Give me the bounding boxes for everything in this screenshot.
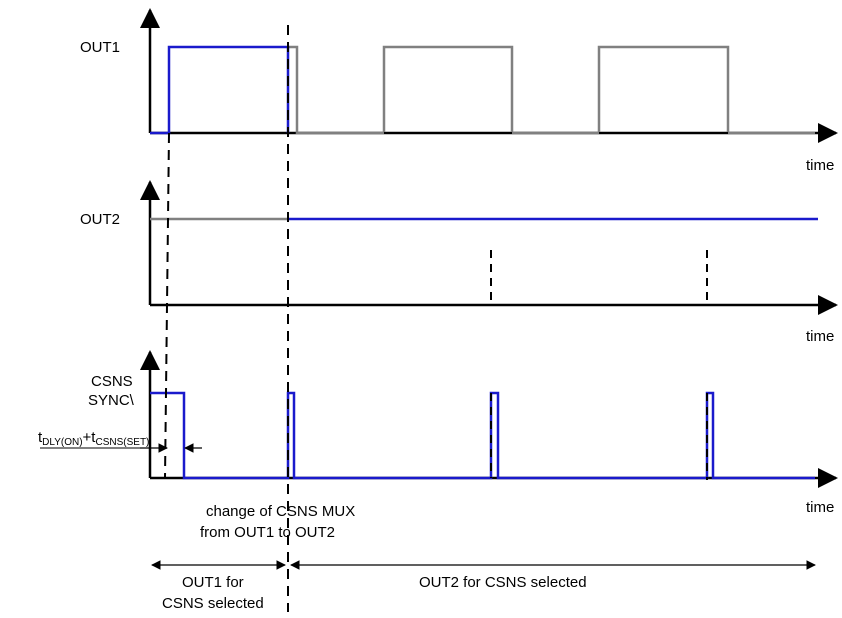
out2-label: OUT2 [80,211,120,228]
sync-label: SYNC\ [88,392,135,409]
out1-region-line1: OUT1 for [182,574,244,591]
mux-change-line1: change of CSNS MUX [206,503,355,520]
out1-waveform-blue [150,45,290,135]
t-dly-subscript: DLY(ON) [42,437,82,448]
time-label-csns: time [806,499,834,516]
csns-label: CSNS [91,373,133,390]
out1-region-line2: CSNS selected [162,595,264,612]
t-dly-symbol: t [38,429,43,446]
timing-parameter-label: tDLY(ON)+tCSNS(SET) [38,429,149,448]
out1-rise-marker [164,132,170,479]
mux-change-line2: from OUT1 to OUT2 [200,524,335,541]
t-plus-symbol: +t [83,429,97,446]
out2-panel [140,180,838,315]
time-label-out2: time [806,328,834,345]
csns-panel [40,350,838,488]
csns-waveform [150,391,815,480]
t-csns-subscript: CSNS(SET) [95,437,149,448]
time-label-out1: time [806,157,834,174]
out1-panel [140,8,838,143]
out1-label: OUT1 [80,39,120,56]
out2-region-label: OUT2 for CSNS selected [419,574,587,591]
out1-waveform-gray [288,45,815,135]
